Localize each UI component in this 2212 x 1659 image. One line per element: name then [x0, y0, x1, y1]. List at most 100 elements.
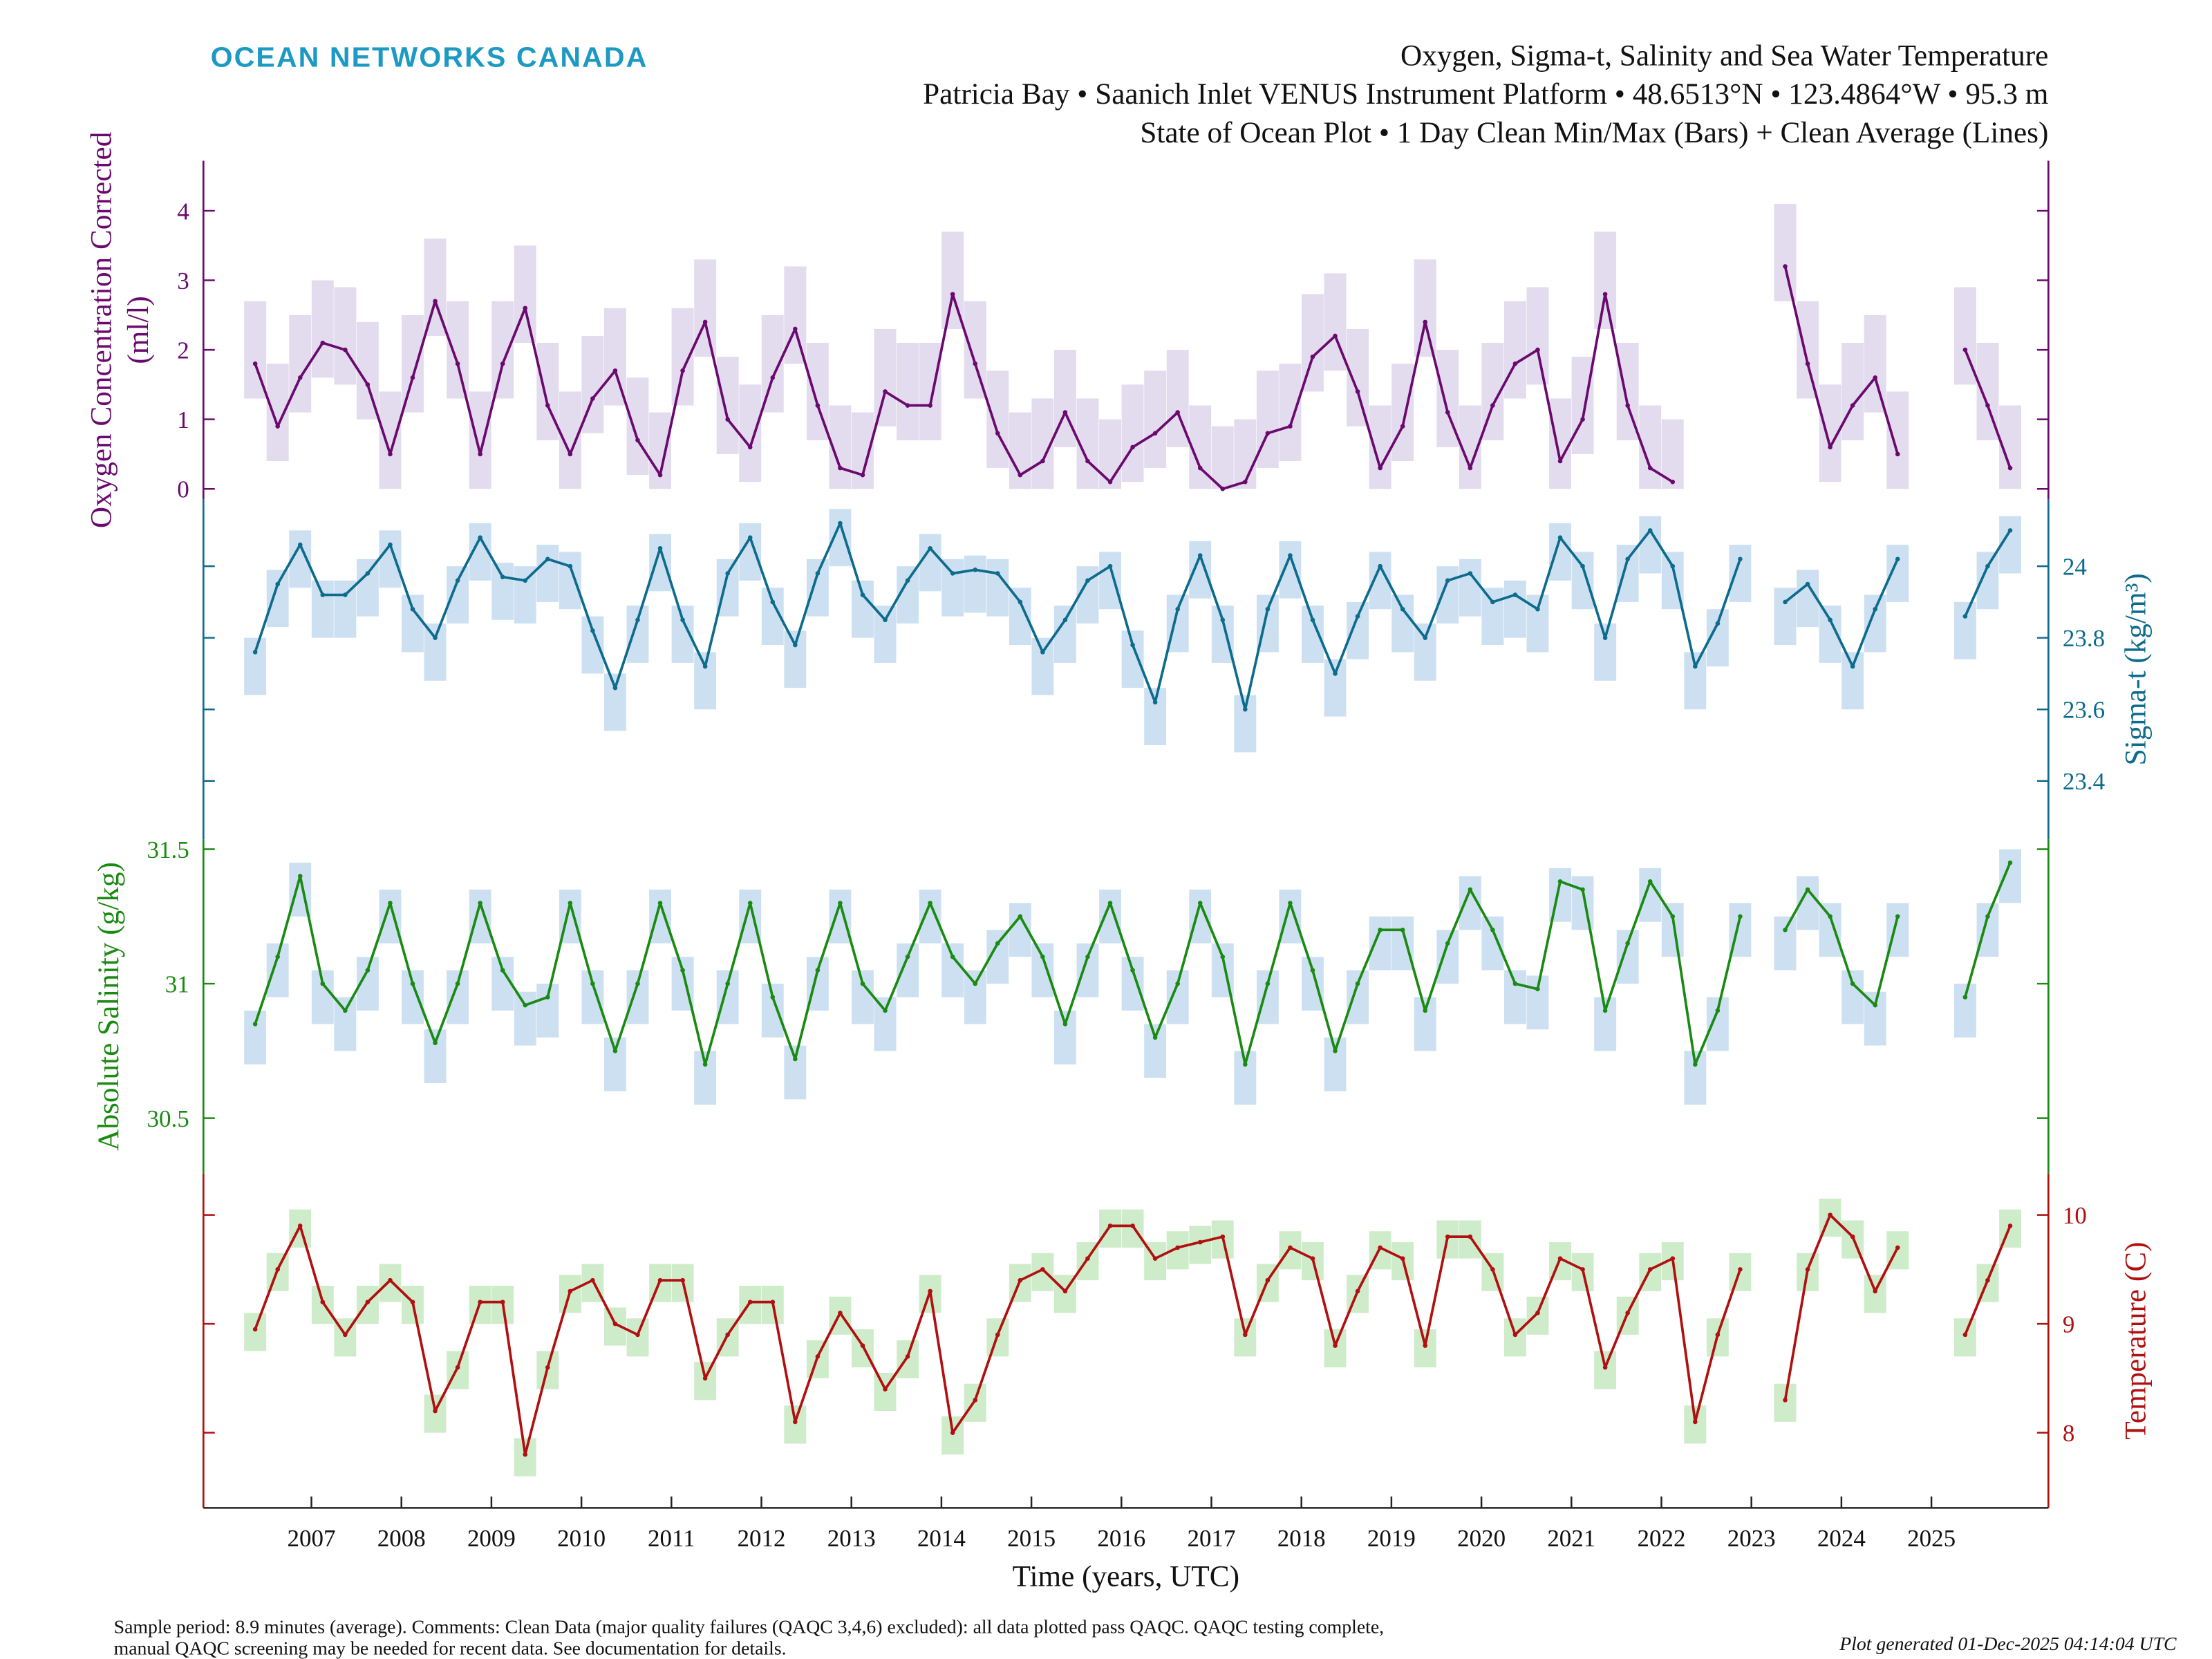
range-bar: [514, 991, 536, 1046]
x-tick-label: 2016: [1097, 1525, 1145, 1552]
range-bar: [1369, 405, 1391, 489]
range-bar: [356, 559, 379, 617]
range-bar: [581, 970, 604, 1024]
range-bar: [1886, 391, 1909, 489]
data-point: [365, 968, 371, 973]
data-point: [1197, 1239, 1203, 1245]
data-point: [883, 617, 888, 623]
data-point: [1423, 635, 1428, 640]
data-point: [2007, 528, 2013, 533]
data-point: [1018, 1277, 1023, 1283]
data-point: [815, 968, 821, 973]
data-point: [928, 545, 932, 551]
data-point: [1288, 901, 1293, 906]
range-bar: [1099, 1209, 1121, 1248]
data-point: [612, 1321, 618, 1327]
data-point: [275, 954, 280, 959]
data-point: [995, 431, 1000, 436]
x-tick-label: 2020: [1457, 1525, 1506, 1552]
data-point: [1355, 614, 1360, 619]
data-point: [1805, 361, 1810, 366]
range-bar: [739, 523, 762, 581]
data-point: [1040, 650, 1045, 655]
range-bar: [1121, 630, 1144, 688]
x-tick-label: 2015: [1007, 1525, 1056, 1552]
range-bar: [1864, 315, 1886, 413]
data-point: [478, 451, 482, 457]
data-point: [1715, 621, 1721, 626]
range-bar: [986, 559, 1009, 617]
data-point: [1085, 1256, 1090, 1261]
data-point: [815, 1354, 821, 1359]
range-bar: [447, 970, 469, 1024]
range-bar: [603, 308, 626, 406]
range-bar: [379, 391, 402, 489]
range-bar: [244, 1010, 267, 1065]
data-point: [1873, 1002, 1878, 1008]
data-point: [455, 578, 460, 583]
data-point: [860, 472, 865, 478]
data-point: [388, 542, 393, 547]
chart-subtitle: Patricia Bay • Saanich Inlet VENUS Instr…: [923, 77, 2048, 111]
range-bar: [424, 1394, 447, 1433]
data-point: [1152, 431, 1158, 436]
data-point: [1512, 361, 1518, 366]
range-bar: [424, 623, 447, 681]
range-bar: [1841, 343, 1864, 440]
range-bar: [964, 555, 986, 613]
data-point: [1333, 671, 1338, 676]
range-bar: [941, 232, 964, 329]
data-point: [1288, 553, 1293, 558]
data-point: [1062, 1022, 1068, 1027]
range-bar: [1594, 623, 1617, 681]
data-point: [1288, 424, 1293, 429]
range-bar: [1166, 970, 1189, 1024]
data-point: [1580, 563, 1585, 569]
data-point: [702, 1376, 708, 1381]
range-bar: [424, 1029, 447, 1084]
range-bar: [1436, 566, 1459, 624]
data-point: [657, 901, 663, 906]
range-bar: [1234, 419, 1257, 489]
range-bar: [1369, 916, 1391, 971]
range-bar: [603, 673, 626, 731]
range-bar: [1189, 541, 1212, 599]
data-point: [388, 901, 393, 906]
range-bar: [491, 301, 514, 399]
data-point: [1243, 1062, 1248, 1067]
data-point: [747, 1300, 753, 1304]
data-point: [1873, 1288, 1878, 1294]
range-bar: [514, 1438, 536, 1477]
data-point: [657, 545, 663, 551]
data-point: [1445, 410, 1450, 415]
data-point: [905, 954, 910, 959]
data-point: [1040, 1267, 1045, 1272]
range-bar: [581, 616, 604, 674]
data-point: [478, 901, 482, 906]
data-point: [2007, 465, 2013, 471]
data-point: [702, 664, 708, 669]
data-point: [1602, 1365, 1608, 1370]
range-bar: [1639, 516, 1662, 574]
data-point: [252, 650, 258, 655]
data-point: [365, 1300, 371, 1304]
data-point: [815, 571, 821, 576]
data-point: [1378, 1245, 1382, 1250]
range-bar: [1953, 1318, 1976, 1357]
data-point: [410, 606, 415, 612]
data-point: [1512, 592, 1518, 597]
data-point: [1625, 556, 1630, 562]
data-point: [343, 1008, 348, 1013]
x-tick-label: 2012: [738, 1525, 786, 1552]
data-point: [410, 981, 415, 986]
range-bar: [334, 580, 357, 638]
range-bar: [1819, 903, 1841, 957]
data-point: [995, 571, 1000, 576]
range-bar: [266, 570, 289, 628]
range-bar: [1414, 997, 1436, 1051]
data-point: [657, 1277, 663, 1283]
data-point: [1107, 901, 1113, 906]
data-point: [1670, 563, 1676, 569]
